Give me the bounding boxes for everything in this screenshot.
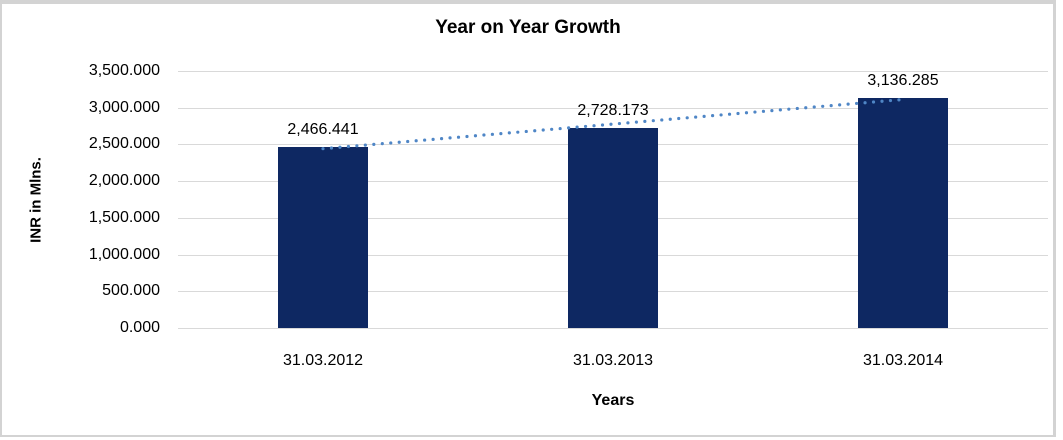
bar-31.03.2014 xyxy=(858,97,948,328)
x-axis-title: Years xyxy=(591,392,635,409)
y-tick-label: 1,500.000 xyxy=(88,209,160,226)
gridline xyxy=(178,328,1048,329)
y-tick-label: 500.000 xyxy=(102,282,160,299)
y-axis-title: INR in Mlns. xyxy=(27,157,45,243)
chart-title: Year on Year Growth xyxy=(435,17,621,38)
y-tick-label: 0.000 xyxy=(119,319,160,336)
bar-31.03.2012 xyxy=(278,146,368,328)
x-tick-label: 31.03.2012 xyxy=(282,352,364,369)
bar-value-label: 2,728.173 xyxy=(577,101,649,119)
bar-value-label: 2,466.441 xyxy=(287,120,359,138)
y-tick-label: 3,500.000 xyxy=(88,62,160,79)
x-tick-label: 31.03.2014 xyxy=(862,352,944,369)
y-tick-label: 2,500.000 xyxy=(88,135,160,152)
y-tick-label: 2,000.000 xyxy=(88,172,160,189)
x-tick-label: 31.03.2013 xyxy=(572,352,654,369)
gridline xyxy=(178,71,1048,72)
bar-31.03.2013 xyxy=(568,127,658,328)
y-tick-label: 3,000.000 xyxy=(88,99,160,116)
bar-value-label: 3,136.285 xyxy=(867,71,939,89)
y-tick-label: 1,000.000 xyxy=(88,246,160,263)
